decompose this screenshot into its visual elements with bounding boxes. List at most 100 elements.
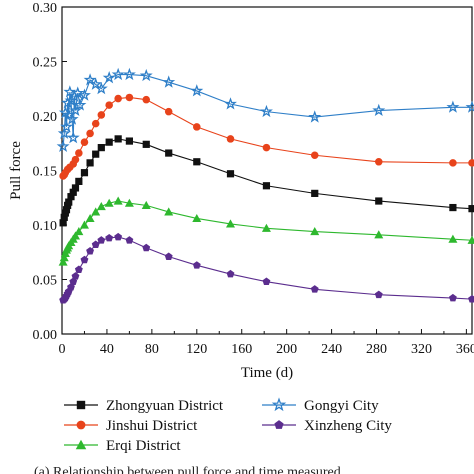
x-tick-label: 240 — [321, 342, 342, 357]
y-axis-title: Pull force — [8, 141, 24, 200]
data-point-zhongyuan-district — [65, 198, 73, 206]
data-point-erqi-district — [141, 200, 151, 209]
data-point-xinzheng-city — [226, 269, 235, 278]
data-point-erqi-district — [113, 196, 123, 205]
data-point-jinshui-district — [226, 135, 235, 143]
data-point-zhongyuan-district — [97, 144, 105, 152]
data-point-gongyi-city — [77, 88, 91, 101]
data-point-zhongyuan-district — [125, 137, 133, 145]
x-tick-label: 40 — [100, 342, 114, 357]
y-tick-label: 0.15 — [33, 165, 58, 180]
x-tick-label: 280 — [366, 342, 387, 357]
data-point-jinshui-district — [114, 94, 122, 103]
data-point-erqi-district — [192, 213, 202, 223]
series-line-zhongyuan-district — [62, 138, 473, 223]
series-zhongyuan-district — [59, 135, 474, 227]
data-point-erqi-district — [70, 231, 80, 240]
data-point-gongyi-city — [94, 81, 108, 95]
y-tick-label: 0.30 — [33, 1, 58, 16]
series-line-xinzheng-city — [62, 236, 473, 301]
data-point-zhongyuan-district — [114, 135, 122, 143]
data-point-jinshui-district — [374, 158, 383, 166]
data-point-xinzheng-city — [192, 261, 201, 269]
data-point-jinshui-district — [75, 149, 83, 157]
data-point-erqi-district — [225, 219, 235, 228]
data-point-zhongyuan-district — [105, 138, 113, 146]
data-point-gongyi-city — [446, 100, 460, 113]
data-point-xinzheng-city — [164, 252, 173, 260]
data-point-zhongyuan-district — [60, 213, 68, 221]
data-point-xinzheng-city — [262, 277, 271, 286]
series-erqi-district — [58, 196, 474, 266]
legend-marker — [271, 397, 287, 412]
data-point-jinshui-district — [164, 107, 173, 116]
legend-item-jinshui-district: Jinshui District — [64, 418, 198, 434]
data-point-erqi-district — [79, 220, 89, 229]
legend-label: Zhongyuan District — [106, 398, 224, 414]
x-tick-label: 200 — [276, 342, 297, 357]
data-point-gongyi-city — [111, 67, 125, 81]
data-point-xinzheng-city — [114, 232, 123, 241]
data-point-erqi-district — [374, 230, 384, 239]
data-point-zhongyuan-district — [468, 205, 474, 213]
data-point-xinzheng-city — [125, 236, 134, 244]
data-point-jinshui-district — [91, 119, 100, 128]
data-point-zhongyuan-district — [449, 203, 457, 212]
legend-marker — [76, 400, 86, 410]
data-point-gongyi-city — [102, 71, 116, 84]
data-point-zhongyuan-district — [62, 206, 71, 214]
data-point-gongyi-city — [224, 97, 237, 110]
data-point-zhongyuan-district — [80, 169, 89, 177]
legend-label: Xinzheng City — [304, 418, 392, 434]
x-axis-title: Time (d) — [241, 365, 293, 381]
data-point-gongyi-city — [69, 103, 82, 117]
data-point-xinzheng-city — [86, 247, 95, 255]
data-point-gongyi-city — [139, 68, 153, 82]
legend-item-zhongyuan-district: Zhongyuan District — [64, 398, 224, 414]
data-point-zhongyuan-district — [375, 197, 383, 205]
data-point-erqi-district — [104, 198, 114, 207]
data-point-gongyi-city — [65, 112, 79, 125]
legend-label: Jinshui District — [106, 418, 198, 434]
legend-marker — [274, 420, 284, 429]
data-point-gongyi-city — [57, 126, 71, 139]
data-point-jinshui-district — [125, 93, 134, 102]
data-point-erqi-district — [91, 207, 101, 216]
y-tick-label: 0.00 — [33, 328, 58, 343]
data-point-xinzheng-city — [97, 236, 106, 244]
data-point-xinzheng-city — [374, 290, 383, 299]
y-tick-label: 0.05 — [33, 274, 58, 289]
data-point-erqi-district — [124, 198, 134, 207]
data-point-jinshui-district — [142, 95, 151, 104]
data-point-erqi-district — [96, 201, 106, 211]
data-point-gongyi-city — [372, 103, 386, 117]
x-tick-label: 160 — [231, 342, 252, 357]
data-point-zhongyuan-district — [86, 159, 94, 167]
legend-label: Gongyi City — [304, 398, 379, 414]
data-point-gongyi-city — [73, 98, 87, 111]
data-point-zhongyuan-district — [142, 140, 150, 148]
data-point-erqi-district — [448, 234, 458, 243]
series-gongyi-city — [56, 67, 474, 153]
legend-marker — [76, 420, 86, 430]
data-point-zhongyuan-district — [193, 158, 201, 166]
data-point-erqi-district — [85, 213, 95, 223]
legend-item-xinzheng-city: Xinzheng City — [262, 418, 392, 434]
data-point-jinshui-district — [86, 129, 94, 138]
data-point-gongyi-city — [89, 77, 103, 90]
data-point-jinshui-district — [262, 143, 271, 152]
legend: Zhongyuan District Jinshui District Erqi D… — [64, 397, 392, 454]
data-point-zhongyuan-district — [71, 184, 80, 192]
data-point-gongyi-city — [308, 110, 322, 123]
data-point-zhongyuan-district — [262, 182, 271, 190]
data-point-gongyi-city — [259, 104, 273, 118]
data-point-xinzheng-city — [310, 285, 319, 293]
series-layer — [56, 67, 474, 304]
data-point-gongyi-city — [60, 120, 73, 133]
figure-caption: (a) Relationship between pull force and … — [34, 465, 341, 474]
data-point-jinshui-district — [71, 155, 80, 164]
data-point-zhongyuan-district — [75, 177, 83, 185]
data-point-jinshui-district — [468, 159, 474, 167]
data-point-zhongyuan-district — [92, 150, 100, 158]
